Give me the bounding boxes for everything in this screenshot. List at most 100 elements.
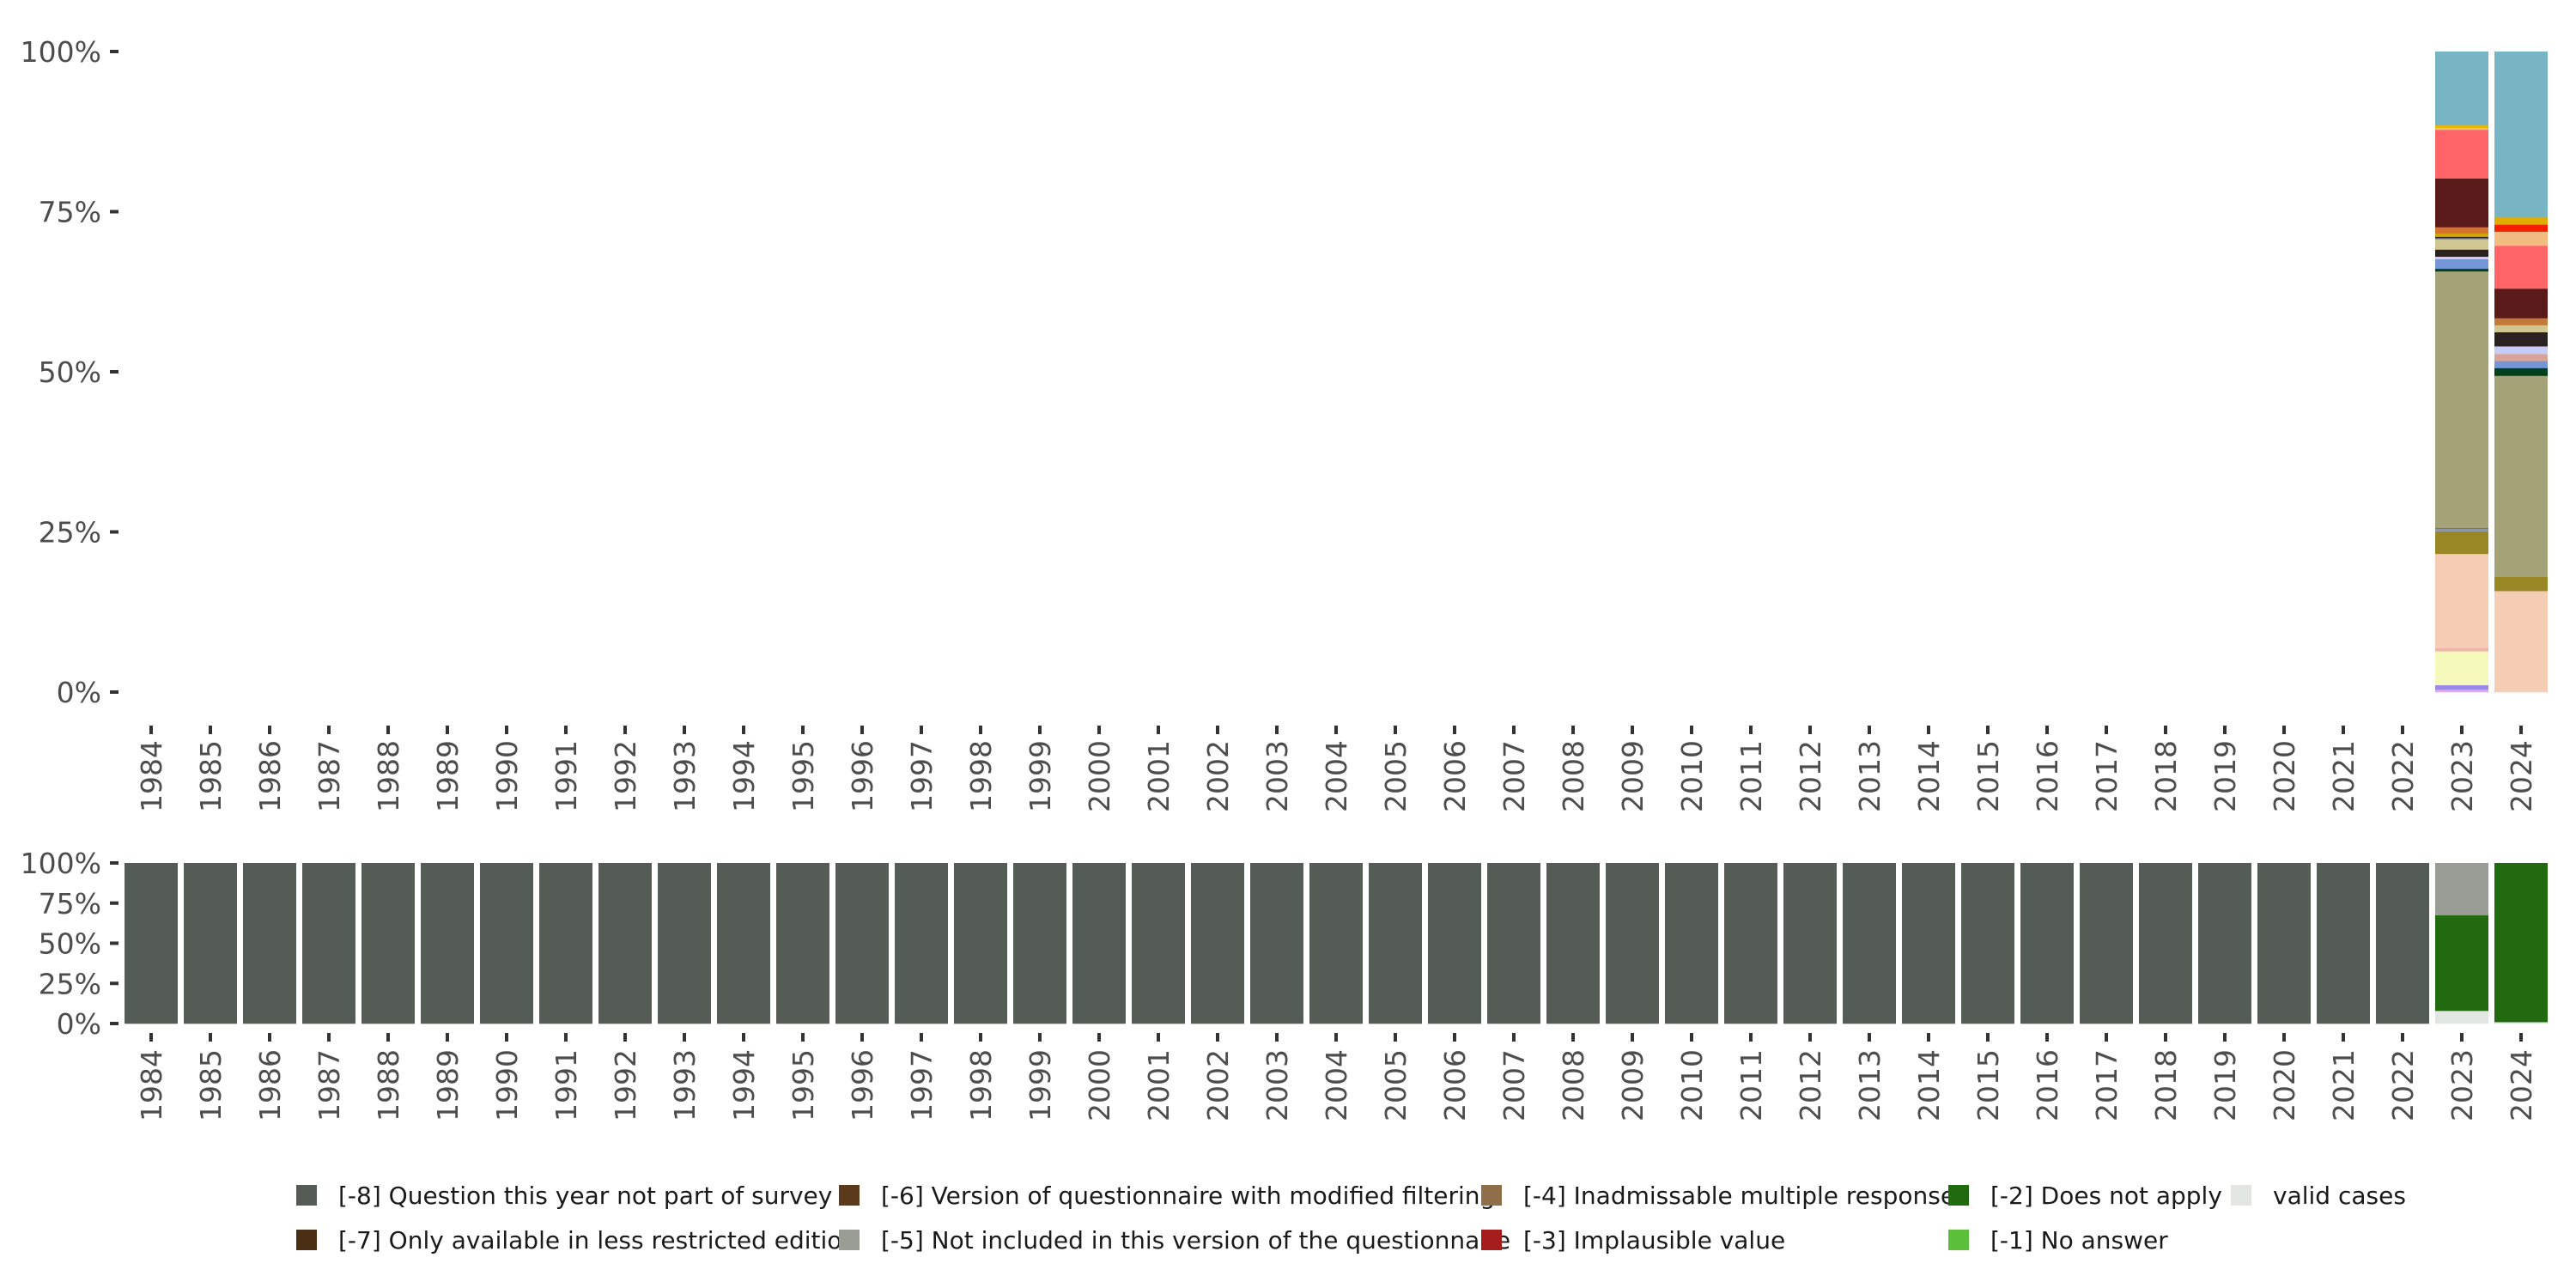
legend-label: valid cases [2273, 1182, 2406, 1210]
bar-segment-2024-7 [2494, 331, 2548, 347]
bar-segment-2023-22 [2435, 52, 2488, 126]
x-tick-label: 2014 [1912, 1049, 1946, 1121]
bar-segment-2024-4 [2494, 361, 2548, 368]
legend-swatch [1948, 1185, 1969, 1206]
bar-segment-2000-0 [1072, 863, 1126, 1024]
bar-segment-2023-10 [2435, 258, 2488, 270]
bar-segment-2023-18 [2435, 178, 2488, 228]
x-tick-label: 1999 [1024, 740, 1057, 812]
x-tick-label: 2023 [2445, 1049, 2479, 1121]
x-tick-label: 2005 [1379, 740, 1413, 812]
bar-segment-1989-0 [421, 863, 474, 1024]
legend-label: [-7] Only available in less restricted e… [338, 1226, 857, 1255]
x-tick-label: 1987 [313, 740, 346, 812]
bar-segment-2024-0 [2494, 591, 2548, 693]
bar-segment-2024-9 [2494, 318, 2548, 325]
x-tick-label: 1993 [668, 740, 702, 812]
x-tick-label: 2012 [1794, 740, 1827, 812]
bar-segment-2023-4 [2435, 553, 2488, 648]
x-tick-label: 2011 [1735, 1049, 1768, 1121]
x-tick-label: 1984 [135, 1049, 168, 1121]
bar-segment-2024-5 [2494, 354, 2548, 361]
legend-item: [-1] No answer [1948, 1226, 2168, 1255]
bar-segment-2023-7 [2435, 528, 2488, 530]
x-tick-label: 2008 [1557, 740, 1590, 812]
legend-item: valid cases [2231, 1182, 2406, 1210]
x-tick-label: 1986 [253, 740, 287, 812]
x-tick-label: 2024 [2505, 1049, 2538, 1121]
bar-segment-2005-0 [1369, 863, 1422, 1024]
bar-segment-1993-0 [658, 863, 711, 1024]
legend-label: [-5] Not included in this version of the… [881, 1226, 1510, 1255]
x-tick-label: 2015 [1971, 1049, 2005, 1121]
bar-segment-2013-0 [1843, 863, 1896, 1024]
bar-segment-1991-0 [539, 863, 592, 1024]
x-tick-label: 2006 [1438, 740, 1472, 812]
bar-segment-2023-8 [2435, 270, 2488, 529]
x-tick-label: 2015 [1971, 740, 2005, 812]
bar-segment-2015-0 [1961, 863, 2014, 1024]
x-tick-label: 2020 [2268, 1049, 2301, 1121]
bar-segment-2023-19 [2435, 130, 2488, 179]
bar-segment-1985-0 [184, 863, 237, 1024]
legend-label: [-8] Question this year not part of surv… [338, 1182, 832, 1210]
bar-segment-2023-15 [2435, 236, 2488, 239]
legend-label: [-2] Does not apply [1990, 1182, 2222, 1210]
bar-segment-1995-0 [776, 863, 829, 1024]
legend-swatch [839, 1185, 860, 1206]
x-tick-label: 2019 [2208, 1049, 2242, 1121]
bar-segment-2023-3 [2435, 647, 2488, 652]
bar-segment-1996-0 [835, 863, 889, 1024]
bar-segment-1999-0 [1013, 863, 1066, 1024]
legend-swatch [296, 1185, 317, 1206]
x-tick-label: 2017 [2090, 1049, 2123, 1121]
bar-segment-2023-6 [2435, 528, 2488, 532]
bar-segment-2023-0 [2435, 690, 2488, 693]
x-tick-label: 2000 [1083, 740, 1116, 812]
bar-segment-2024-8 [2494, 325, 2548, 333]
legend-item: [-5] Not included in this version of the… [839, 1226, 1510, 1255]
bar-segment-2017-0 [2080, 863, 2133, 1024]
x-tick-label: 2002 [1201, 1049, 1235, 1121]
x-tick-label: 2019 [2208, 740, 2242, 812]
legend-item: [-6] Version of questionnaire with modif… [839, 1182, 1495, 1210]
bar-segment-2023-17 [2435, 227, 2488, 234]
bar-segment-2024-3 [2494, 368, 2548, 376]
bar-segment-2024-1 [2494, 576, 2548, 592]
x-tick-label: 2021 [2327, 740, 2360, 812]
x-tick-label: 2023 [2445, 740, 2479, 812]
x-tick-label: 1994 [727, 1049, 761, 1121]
bar-segment-1987-0 [302, 863, 355, 1024]
bar-segment-2007-0 [1487, 863, 1540, 1024]
bar-segment-2022-0 [2376, 863, 2429, 1024]
x-tick-label: 2020 [2268, 740, 2301, 812]
x-tick-label: 2004 [1320, 740, 1353, 812]
x-tick-label: 2018 [2149, 1049, 2183, 1121]
x-tick-label: 2016 [2031, 1049, 2064, 1121]
x-tick-label: 2001 [1142, 740, 1176, 812]
top-plot: 0% 25% 50% 75% 100% 1984 1985 1986 1987 1988 1989 1… [21, 35, 2548, 812]
x-tick-label: 1998 [964, 1049, 998, 1121]
y-tick-label: 100% [21, 847, 101, 880]
bar-segment-2010-0 [1665, 863, 1718, 1024]
y-tick-label: 25% [39, 967, 101, 1000]
x-tick-label: 2013 [1853, 740, 1886, 812]
bar-segment-2003-0 [1250, 863, 1303, 1024]
x-tick-label: 1992 [609, 1049, 642, 1121]
bar-segment-2021-0 [2317, 863, 2370, 1024]
x-tick-label: 2024 [2505, 740, 2538, 812]
x-tick-label: 2004 [1320, 1049, 1353, 1121]
x-tick-label: 1986 [253, 1049, 287, 1121]
bar-segment-1990-0 [480, 863, 533, 1024]
bar-segment-1988-0 [361, 863, 415, 1024]
legend-label: [-3] Implausible value [1523, 1226, 1785, 1255]
bar-segment-2023-2 [2435, 863, 2488, 916]
x-tick-label: 1993 [668, 1049, 702, 1121]
legend-swatch [296, 1230, 317, 1250]
bar-segment-2023-2 [2435, 651, 2488, 686]
x-tick-label: 1988 [372, 740, 405, 812]
bar-segment-2016-0 [2020, 863, 2074, 1024]
x-tick-label: 2007 [1498, 740, 1531, 812]
y-tick-label: 50% [39, 355, 101, 389]
